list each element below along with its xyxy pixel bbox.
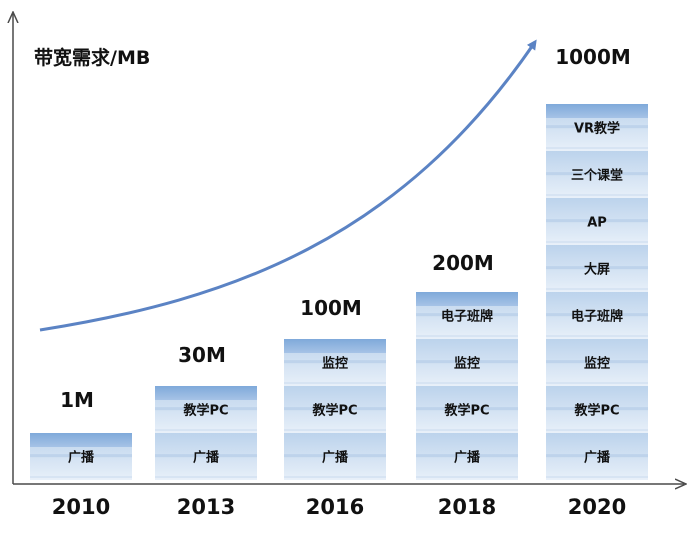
bar-segment: 广播 [284,433,386,480]
bar-segment: 监控 [416,339,518,386]
segment-band [284,454,386,458]
segment-band [416,313,518,317]
bar-segment: 电子班牌 [416,292,518,339]
segment-band [546,147,648,149]
segment-band [416,360,518,364]
bar-segment: AP [546,198,648,245]
segment-band [284,382,386,384]
segment-band [416,335,518,337]
x-tick-label: 2016 [306,495,364,519]
segment-label: 监控 [584,356,610,372]
bar-segment: 监控 [284,339,386,386]
segment-label: VR教学 [574,121,620,137]
bar-segment: 广播 [155,433,257,480]
segment-band [546,219,648,223]
bar-segment: 监控 [546,339,648,386]
segment-band [284,476,386,478]
segment-band [546,454,648,458]
segment-label: 电子班牌 [571,309,623,325]
segment-label: 教学PC [443,403,489,419]
segment-band [30,454,132,458]
segment-label: 大屏 [584,262,610,278]
bar-cap [416,292,518,306]
x-tick-label: 2018 [438,495,496,519]
bar-cap [155,386,257,400]
segment-band [30,476,132,478]
bar-total-label: 1M [60,388,94,412]
bar-segment: 教学PC [284,386,386,433]
x-tick-label: 2013 [177,495,235,519]
segment-band [546,407,648,411]
bar-cap [546,104,648,118]
segment-label: AP [587,216,607,231]
segment-band [546,125,648,129]
bar-2016: 广播 教学PC 监控 100M 2016 [284,296,386,519]
bar-segment: VR教学 [546,104,648,151]
segment-label: 广播 [322,450,349,466]
segment-label: 教学PC [573,403,619,419]
trend-arrow [39,39,537,332]
segment-band [416,407,518,411]
bar-segment: 广播 [30,433,132,480]
bar-total-label: 100M [300,296,362,320]
bar-segment: 大屏 [546,245,648,292]
segment-band [284,407,386,411]
x-tick-label: 2010 [52,495,110,519]
segment-label: 监控 [322,356,348,372]
segment-band [416,476,518,478]
segment-label: 教学PC [311,403,357,419]
bar-cap [284,339,386,353]
segment-label: 广播 [584,450,611,466]
bar-segment: 电子班牌 [546,292,648,339]
segment-label: 教学PC [182,403,228,419]
segment-band [546,241,648,243]
bars-group: 广播 1M 2010 广播 教学PC 30M 2013 广播 教学PC 监控 100M 2016 广播 教… [30,45,648,519]
segment-band [546,476,648,478]
segment-band [546,313,648,317]
segment-band [546,429,648,431]
bar-2013: 广播 教学PC 30M 2013 [155,343,257,519]
segment-band [416,382,518,384]
segment-band [155,429,257,431]
segment-band [546,360,648,364]
segment-band [155,476,257,478]
segment-band [155,407,257,411]
bar-segment: 广播 [546,433,648,480]
segment-label: 广播 [193,450,220,466]
segment-label: 电子班牌 [441,309,493,325]
segment-band [546,172,648,176]
segment-label: 监控 [454,356,480,372]
bar-total-label: 30M [178,343,226,367]
y-axis-label: 带宽需求/MB [34,46,150,69]
segment-band [546,382,648,384]
bar-total-label: 1000M [555,45,631,69]
segment-band [546,266,648,270]
bar-cap [30,433,132,447]
segment-band [546,335,648,337]
bar-2010: 广播 1M 2010 [30,388,132,519]
segment-label: 广播 [68,450,95,466]
bar-segment: 教学PC [416,386,518,433]
bar-segment: 广播 [416,433,518,480]
segment-label: 广播 [454,450,481,466]
segment-band [284,429,386,431]
bar-segment: 教学PC [546,386,648,433]
bar-segment: 三个课堂 [546,151,648,198]
bar-2018: 广播 教学PC 监控 电子班牌 200M 2018 [416,251,518,519]
segment-band [546,194,648,196]
segment-band [155,454,257,458]
x-tick-label: 2020 [568,495,626,519]
segment-band [416,454,518,458]
bar-total-label: 200M [432,251,494,275]
segment-band [416,429,518,431]
bar-2020: 广播 教学PC 监控 电子班牌 大屏 AP 三个课堂 VR教学 1000M 2020 [546,45,648,519]
segment-label: 三个课堂 [571,168,623,184]
segment-band [546,288,648,290]
bar-segment: 教学PC [155,386,257,433]
segment-band [284,360,386,364]
